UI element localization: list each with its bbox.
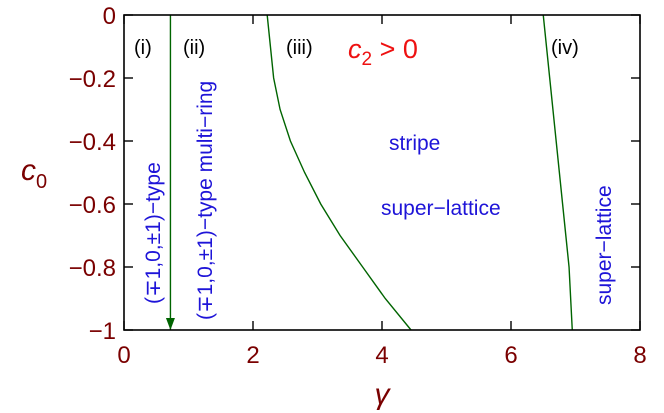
phase-label-stripe: stripe (389, 132, 440, 155)
y-tick-label: −0.8 (69, 255, 116, 282)
phase-label-superlattice-iii: super−lattice (381, 197, 501, 220)
x-tick-label: 6 (504, 342, 517, 369)
region-label-i: (i) (134, 37, 152, 59)
condition-label-sub: 2 (362, 49, 373, 70)
y-tick-label: −0.4 (69, 129, 116, 156)
x-tick-label: 4 (375, 342, 388, 369)
y-tick-label: −0.2 (69, 66, 116, 93)
x-axis-label: γ (375, 378, 392, 411)
boundary-arrowhead (165, 318, 175, 330)
boundary-curve-3 (542, 14, 573, 331)
phase-boundary-curves (165, 14, 573, 331)
y-tick-label: 0 (103, 3, 116, 30)
phase-label-type-ii: (∓1,0,±1)−type multi−ring (194, 81, 217, 320)
phase-label-type-i: (∓1,0,±1)−type (142, 162, 165, 304)
axis-ticks: 0 2 4 6 8 0 −0.2 −0.4 −0.6 −0.8 −1 (69, 3, 647, 369)
boundary-curve-2 (266, 14, 412, 331)
y-tick-label: −1 (89, 318, 116, 345)
region-label-iv: (iv) (551, 37, 579, 59)
condition-label-rest: > 0 (372, 34, 418, 64)
region-label-ii: (ii) (183, 37, 205, 59)
x-tick-label: 0 (117, 342, 130, 369)
y-axis-label: c0 (21, 154, 47, 193)
y-axis-label-sub: 0 (36, 171, 47, 193)
condition-label: c2 > 0 (348, 34, 418, 70)
x-tick-label: 2 (246, 342, 259, 369)
region-label-iii: (iii) (286, 37, 313, 59)
phase-label-superlattice-iv: super−lattice (593, 185, 616, 305)
x-tick-label: 8 (633, 342, 646, 369)
condition-label-main: c (348, 34, 362, 64)
y-axis-label-main: c (21, 154, 36, 187)
y-tick-label: −0.6 (69, 192, 116, 219)
